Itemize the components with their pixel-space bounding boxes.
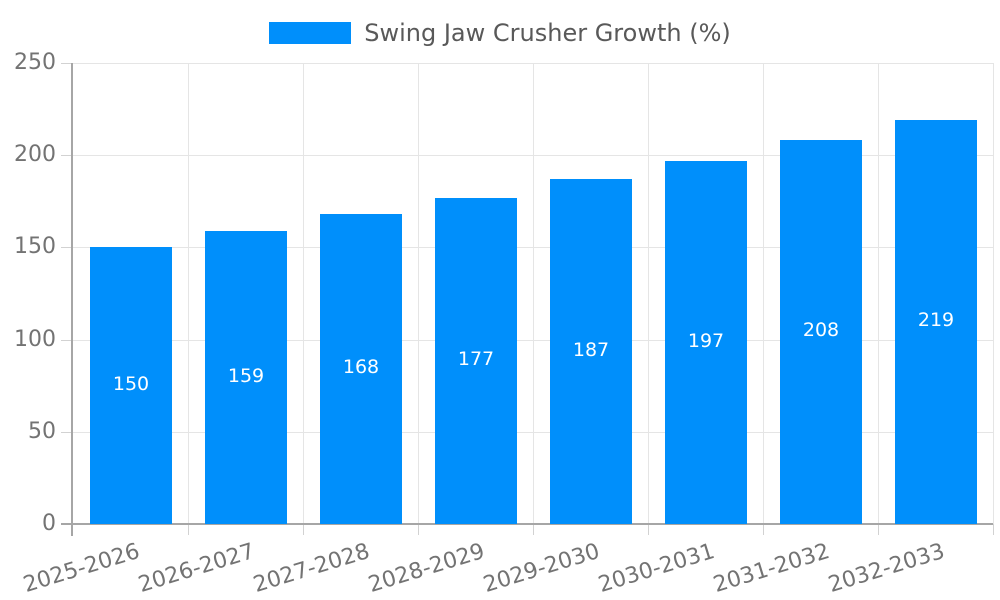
bar-value-label: 219 [917, 309, 955, 331]
y-axis-tick [61, 340, 73, 341]
plot-right-border [993, 63, 994, 524]
bar[interactable]: 159 [205, 231, 287, 524]
y-axis-tick [61, 155, 73, 156]
y-axis-tick [61, 63, 73, 64]
bar-value-label: 168 [342, 356, 380, 378]
y-axis-line [71, 63, 73, 536]
legend-swatch-icon [269, 22, 352, 44]
y-axis-tick-label: 250 [14, 50, 56, 75]
y-axis-tick [61, 247, 73, 248]
bar[interactable]: 177 [435, 198, 517, 524]
x-axis-tick [533, 524, 534, 535]
bar[interactable]: 150 [90, 247, 172, 524]
y-axis-tick-label: 50 [28, 419, 56, 444]
bar-value-label: 150 [112, 373, 150, 395]
x-gridline [533, 63, 534, 524]
bar-value-label: 159 [227, 365, 265, 387]
x-gridline [303, 63, 304, 524]
x-gridline [418, 63, 419, 524]
x-axis-tick [303, 524, 304, 535]
x-axis-tick [418, 524, 419, 535]
x-axis-tick [878, 524, 879, 535]
x-gridline [648, 63, 649, 524]
bar[interactable]: 187 [550, 179, 632, 524]
y-axis-tick-label: 150 [14, 234, 56, 259]
bar[interactable]: 168 [320, 214, 402, 524]
y-axis-tick [61, 432, 73, 433]
x-gridline [878, 63, 879, 524]
x-axis-line [71, 523, 993, 525]
x-axis-tick [763, 524, 764, 535]
bar[interactable]: 219 [895, 120, 977, 524]
bar-value-label: 187 [572, 339, 610, 361]
legend-item[interactable]: Swing Jaw Crusher Growth (%) [0, 19, 1000, 47]
x-axis-tick [993, 524, 994, 535]
x-gridline [763, 63, 764, 524]
bar[interactable]: 197 [665, 161, 747, 524]
y-axis-tick-label: 0 [42, 511, 56, 536]
x-gridline [188, 63, 189, 524]
legend-label: Swing Jaw Crusher Growth (%) [364, 19, 731, 47]
bar-value-label: 177 [457, 348, 495, 370]
x-axis-tick [648, 524, 649, 535]
y-axis-tick-label: 200 [14, 142, 56, 167]
x-axis-tick [188, 524, 189, 535]
bar[interactable]: 208 [780, 140, 862, 524]
bar-value-label: 197 [687, 330, 725, 352]
y-axis-tick [61, 523, 73, 525]
y-axis-tick-label: 100 [14, 327, 56, 352]
bar-value-label: 208 [802, 319, 840, 341]
